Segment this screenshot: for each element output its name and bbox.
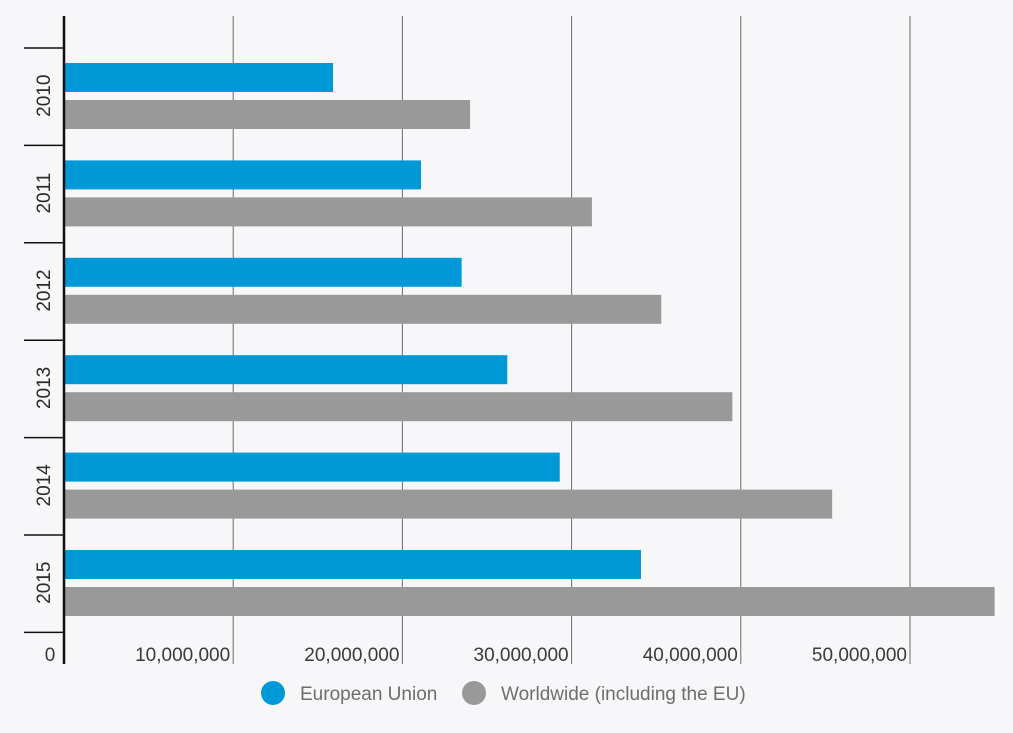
bar-worldwide-2012 bbox=[64, 294, 662, 324]
bar-eu-2013 bbox=[64, 355, 508, 385]
category-labels: 2010 2011 2012 2013 2014 2015 bbox=[34, 75, 55, 604]
bar-eu-2011 bbox=[64, 160, 422, 190]
legend-item-worldwide: Worldwide (including the EU) bbox=[462, 681, 746, 705]
bars bbox=[64, 63, 995, 616]
legend-label: European Union bbox=[300, 684, 437, 705]
bar-eu-2010 bbox=[64, 63, 334, 92]
category-label: 2011 bbox=[34, 173, 55, 214]
legend-label: Worldwide (including the EU) bbox=[501, 684, 746, 705]
x-tick-label: 30,000,000 bbox=[474, 645, 569, 666]
legend: European Union Worldwide (including the E… bbox=[261, 681, 746, 705]
y-axis bbox=[24, 16, 66, 664]
category-label: 2014 bbox=[34, 464, 55, 507]
legend-swatch bbox=[462, 681, 486, 705]
bar-worldwide-2015 bbox=[64, 587, 995, 616]
bar-worldwide-2010 bbox=[64, 100, 471, 129]
category-label: 2010 bbox=[34, 75, 55, 117]
x-tick-label: 50,000,000 bbox=[812, 645, 907, 666]
bar-worldwide-2013 bbox=[64, 392, 733, 422]
category-label: 2013 bbox=[34, 367, 55, 409]
x-tick-label: 0 bbox=[45, 645, 56, 666]
bar-worldwide-2014 bbox=[64, 489, 833, 519]
x-axis-ticks: 0 10,000,000 20,000,000 30,000,000 40,000,00… bbox=[45, 645, 907, 666]
category-label: 2012 bbox=[34, 269, 55, 311]
x-tick-label: 10,000,000 bbox=[135, 645, 230, 666]
bar-eu-2012 bbox=[64, 257, 462, 287]
bar-eu-2014 bbox=[64, 452, 560, 482]
bar-eu-2015 bbox=[64, 550, 641, 579]
legend-item-eu: European Union bbox=[261, 681, 437, 705]
category-label: 2015 bbox=[34, 562, 55, 604]
legend-swatch bbox=[261, 681, 285, 705]
x-tick-label: 20,000,000 bbox=[304, 645, 399, 666]
bar-worldwide-2011 bbox=[64, 197, 592, 227]
x-tick-label: 40,000,000 bbox=[643, 645, 738, 666]
